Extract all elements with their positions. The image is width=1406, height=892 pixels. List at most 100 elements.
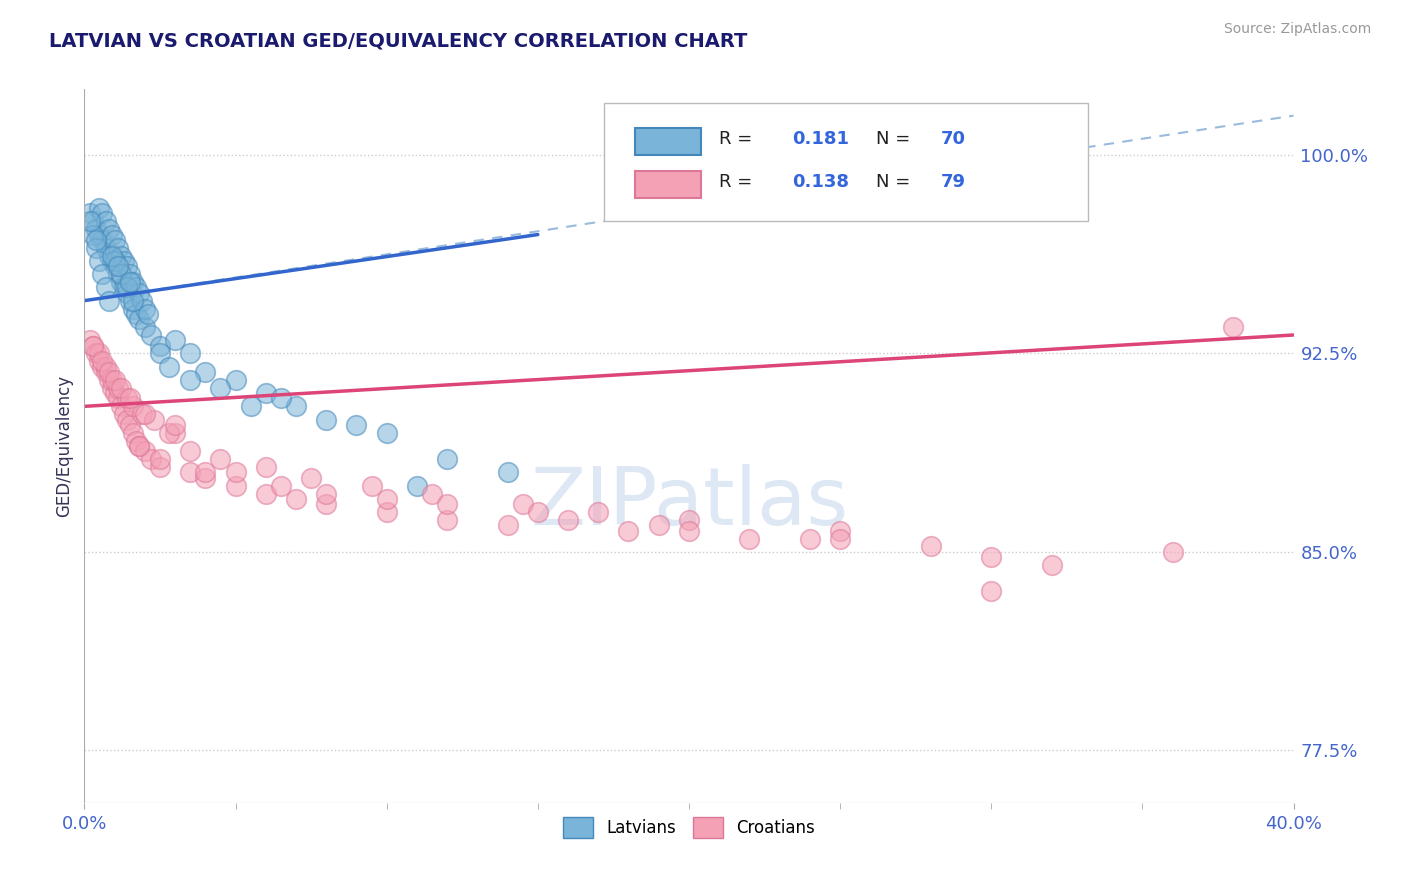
Point	[115, 392, 138, 406]
Point	[118, 267, 141, 281]
Point	[375, 425, 398, 440]
Point	[118, 275, 141, 289]
Point	[209, 381, 232, 395]
Text: ZIPatlas: ZIPatlas	[530, 464, 848, 542]
Point	[406, 478, 429, 492]
Point	[165, 425, 187, 440]
Text: 70: 70	[941, 130, 966, 148]
Point	[179, 444, 201, 458]
Point	[157, 359, 180, 374]
Point	[1222, 320, 1244, 334]
Point	[115, 285, 138, 300]
Text: N =: N =	[876, 130, 917, 148]
Point	[980, 549, 1002, 564]
Point	[165, 333, 187, 347]
Point	[112, 407, 135, 421]
Text: Source: ZipAtlas.com: Source: ZipAtlas.com	[1223, 22, 1371, 37]
Point	[104, 254, 127, 268]
Point	[128, 285, 150, 300]
Point	[79, 206, 101, 220]
Point	[110, 400, 132, 414]
Point	[115, 280, 138, 294]
Point	[100, 227, 122, 242]
Point	[86, 233, 108, 247]
Point	[97, 222, 120, 236]
Point	[94, 280, 117, 294]
Text: 0.138: 0.138	[792, 173, 849, 191]
Point	[128, 439, 150, 453]
Point	[254, 486, 277, 500]
Point	[315, 486, 337, 500]
Point	[131, 407, 153, 421]
Point	[104, 373, 127, 387]
Point	[89, 354, 111, 368]
Point	[254, 460, 277, 475]
Point	[121, 275, 143, 289]
Point	[131, 293, 153, 308]
Point	[97, 365, 120, 379]
Point	[346, 417, 368, 432]
Text: N =: N =	[876, 173, 917, 191]
Point	[91, 233, 114, 247]
Point	[125, 280, 148, 294]
Text: LATVIAN VS CROATIAN GED/EQUIVALENCY CORRELATION CHART: LATVIAN VS CROATIAN GED/EQUIVALENCY CORR…	[49, 31, 748, 50]
Point	[436, 513, 458, 527]
Point	[107, 381, 129, 395]
Point	[830, 524, 852, 538]
Point	[134, 444, 156, 458]
Point	[527, 505, 550, 519]
Point	[299, 471, 322, 485]
Point	[91, 267, 114, 281]
Point	[136, 307, 159, 321]
Point	[678, 524, 700, 538]
Point	[97, 249, 120, 263]
Point	[139, 328, 162, 343]
Point	[110, 275, 132, 289]
Text: 79: 79	[941, 173, 966, 191]
Point	[121, 425, 143, 440]
Point	[121, 293, 143, 308]
Point	[436, 497, 458, 511]
Point	[920, 540, 942, 554]
Point	[830, 532, 852, 546]
Point	[738, 532, 761, 546]
Point	[617, 524, 640, 538]
Point	[285, 400, 308, 414]
Point	[225, 478, 247, 492]
Point	[110, 267, 132, 281]
Point	[115, 260, 138, 274]
Point	[980, 584, 1002, 599]
Point	[149, 338, 172, 352]
Point	[86, 241, 108, 255]
Point	[315, 412, 337, 426]
FancyBboxPatch shape	[605, 103, 1088, 221]
Point	[360, 478, 382, 492]
Text: 0.181: 0.181	[792, 130, 849, 148]
FancyBboxPatch shape	[634, 128, 702, 155]
Point	[149, 452, 172, 467]
Point	[512, 497, 534, 511]
Point	[285, 491, 308, 506]
Point	[100, 254, 122, 268]
Point	[118, 392, 141, 406]
Point	[107, 267, 129, 281]
Point	[89, 227, 111, 242]
Point	[82, 227, 104, 242]
Point	[1161, 545, 1184, 559]
Point	[115, 412, 138, 426]
Point	[648, 518, 671, 533]
Point	[134, 301, 156, 316]
Point	[97, 293, 120, 308]
Point	[194, 471, 217, 485]
Point	[97, 373, 120, 387]
Point	[121, 301, 143, 316]
Point	[94, 359, 117, 374]
Point	[91, 359, 114, 374]
Point	[82, 338, 104, 352]
Point	[496, 518, 519, 533]
Point	[91, 354, 114, 368]
Point	[128, 312, 150, 326]
Point	[209, 452, 232, 467]
Point	[100, 381, 122, 395]
Point	[100, 373, 122, 387]
